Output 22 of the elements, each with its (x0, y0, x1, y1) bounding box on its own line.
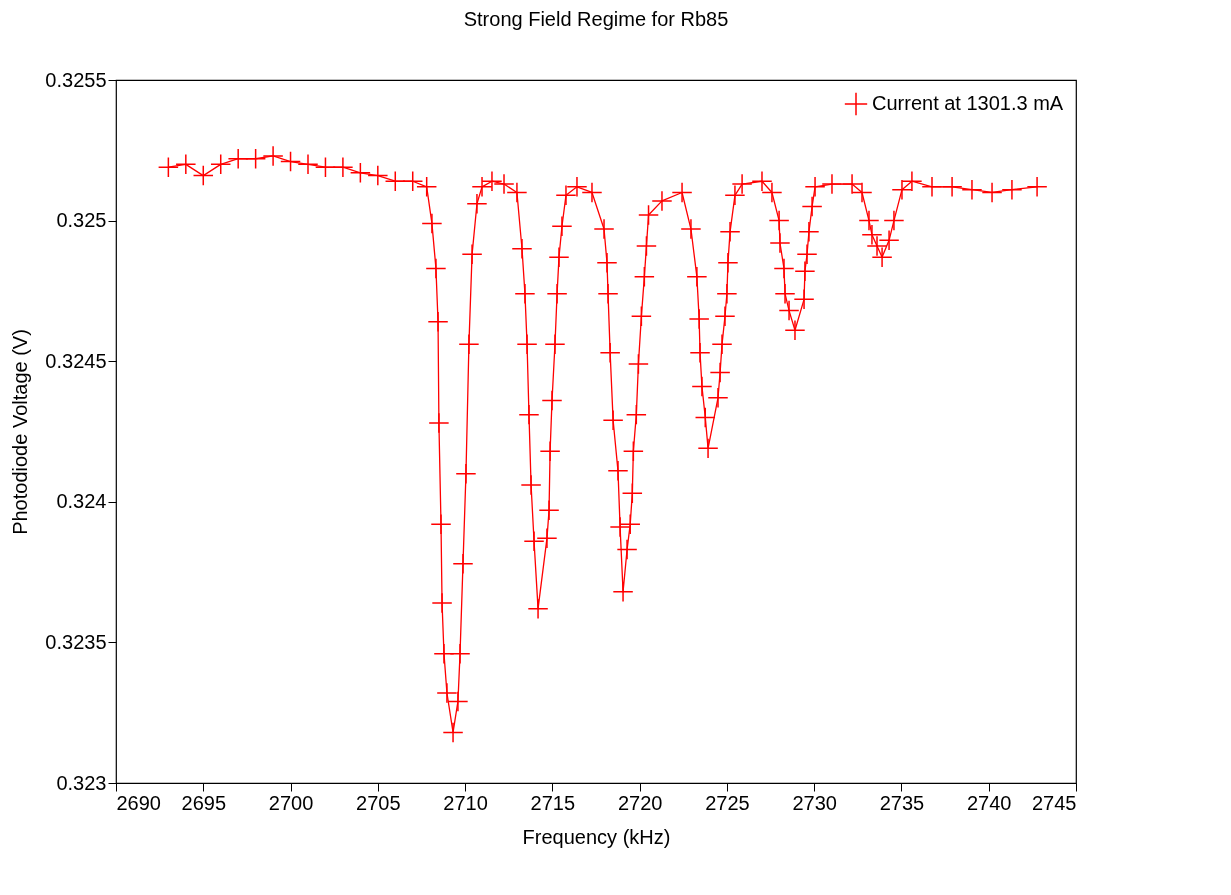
x-tick-label: 2720 (617, 791, 663, 814)
x-tick-label: 2715 (530, 791, 576, 814)
y-tick-label: 0.324 (56, 490, 107, 513)
y-tick-label: 0.3255 (45, 68, 107, 91)
y-tick-label: 0.323 (56, 771, 107, 794)
x-tick-label: 2705 (356, 791, 401, 814)
x-tick-label: 2740 (966, 791, 1012, 814)
x-tick-label: 2725 (705, 791, 750, 814)
x-tick-label: 2710 (443, 791, 488, 814)
x-tick-label: 2700 (268, 791, 314, 814)
legend-label: Current at 1301.3 mA (872, 92, 1064, 114)
x-tick-label: 2695 (181, 791, 227, 814)
x-tick-label: 2690 (116, 791, 161, 814)
y-tick-label: 0.3245 (45, 349, 107, 372)
chart-title: Strong Field Regime for Rb85 (463, 8, 729, 30)
y-axis-title: Photodiode Voltage (V) (9, 329, 32, 535)
y-tick-label: 0.3235 (45, 630, 107, 653)
x-tick-label: 2730 (792, 791, 837, 814)
x-axis-title: Frequency (kHz) (522, 825, 671, 848)
x-tick-label: 2745 (1032, 791, 1077, 814)
y-tick-label: 0.325 (56, 209, 107, 232)
x-tick-label: 2735 (879, 791, 925, 814)
